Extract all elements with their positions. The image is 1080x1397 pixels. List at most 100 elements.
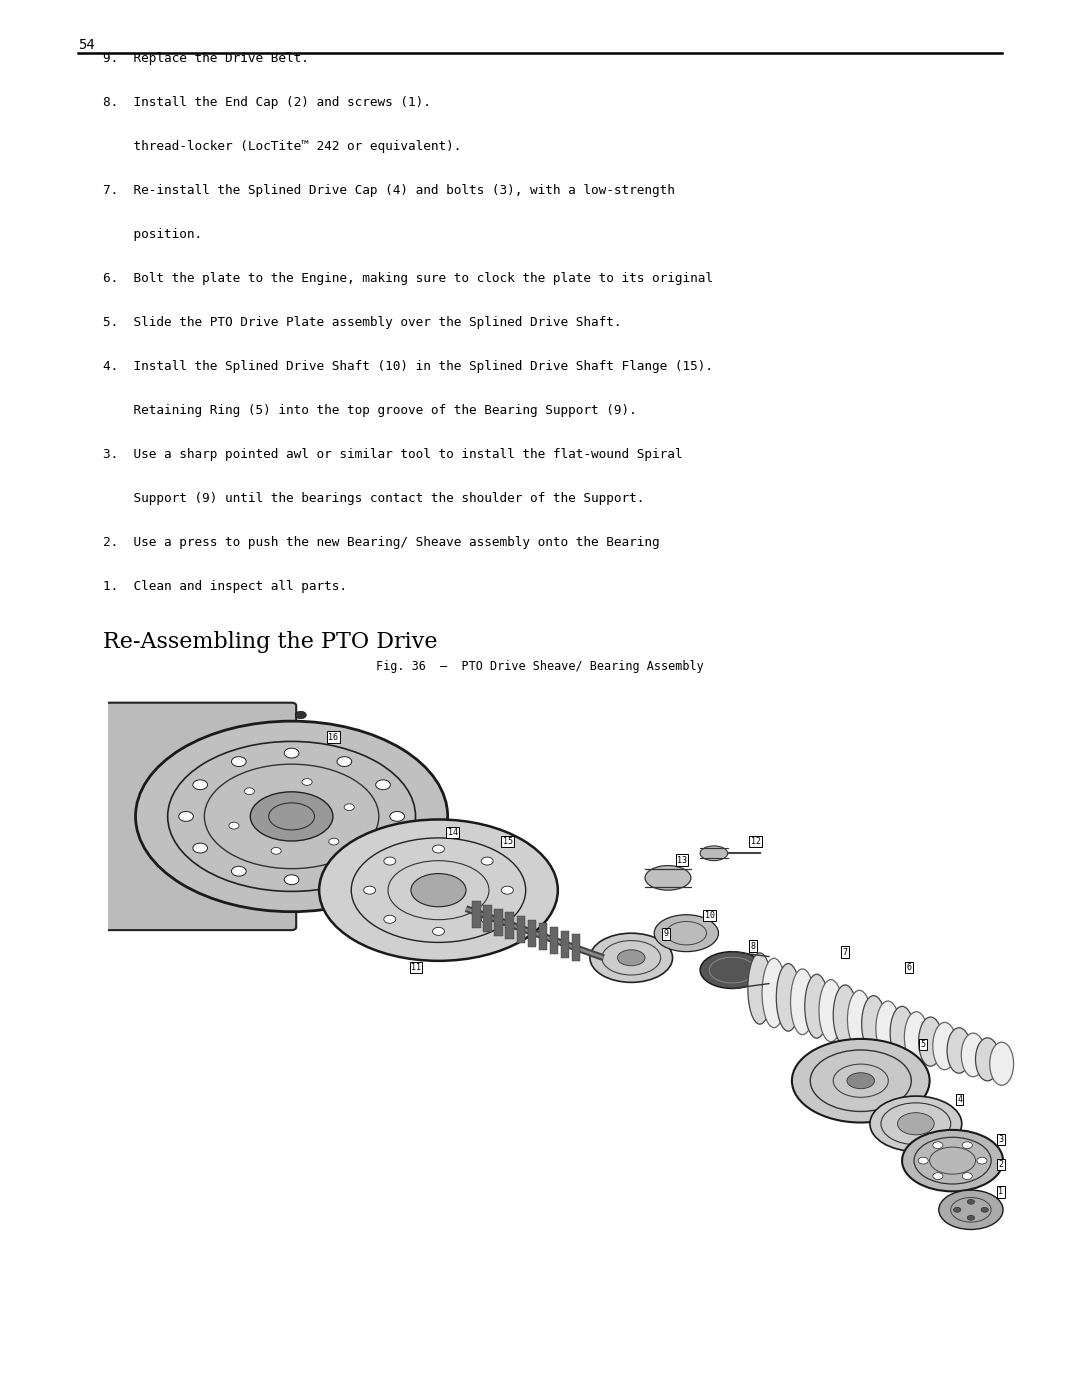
Ellipse shape xyxy=(777,964,800,1031)
Text: Re-Assembling the PTO Drive: Re-Assembling the PTO Drive xyxy=(103,631,437,654)
Text: 14: 14 xyxy=(447,828,458,837)
Ellipse shape xyxy=(805,974,828,1038)
Text: Retaining Ring (5) into the top groove of the Bearing Support (9).: Retaining Ring (5) into the top groove o… xyxy=(103,404,636,416)
Circle shape xyxy=(954,1207,961,1213)
Text: 6.  Bolt the plate to the Engine, making sure to clock the plate to its original: 6. Bolt the plate to the Engine, making … xyxy=(103,271,713,285)
Ellipse shape xyxy=(876,1002,900,1056)
Ellipse shape xyxy=(791,970,814,1035)
Circle shape xyxy=(482,856,494,865)
Ellipse shape xyxy=(819,979,842,1042)
Circle shape xyxy=(295,711,307,718)
Ellipse shape xyxy=(848,990,872,1049)
Circle shape xyxy=(328,838,339,845)
Circle shape xyxy=(345,803,354,810)
Bar xyxy=(472,901,481,928)
Circle shape xyxy=(284,749,299,759)
Text: thread-locker (LocTite™ 242 or equivalent).: thread-locker (LocTite™ 242 or equivalen… xyxy=(103,140,461,152)
Text: 8.  Install the End Cap (2) and screws (1).: 8. Install the End Cap (2) and screws (1… xyxy=(103,96,431,109)
Circle shape xyxy=(271,848,281,854)
Circle shape xyxy=(968,1200,974,1204)
Circle shape xyxy=(337,866,352,876)
Circle shape xyxy=(977,1157,987,1164)
Circle shape xyxy=(933,1141,943,1148)
Ellipse shape xyxy=(792,1039,930,1123)
Ellipse shape xyxy=(933,1023,957,1070)
Ellipse shape xyxy=(700,951,765,989)
Ellipse shape xyxy=(862,996,886,1052)
Ellipse shape xyxy=(890,1006,914,1059)
Ellipse shape xyxy=(251,792,333,841)
Ellipse shape xyxy=(654,915,718,951)
Circle shape xyxy=(962,1172,972,1179)
Text: 15: 15 xyxy=(503,837,513,847)
Ellipse shape xyxy=(320,820,558,961)
Ellipse shape xyxy=(834,985,858,1045)
Circle shape xyxy=(229,823,239,828)
Ellipse shape xyxy=(700,847,728,861)
Circle shape xyxy=(284,875,299,884)
Ellipse shape xyxy=(897,1112,934,1134)
Text: 3: 3 xyxy=(998,1136,1003,1144)
Bar xyxy=(527,919,536,947)
Text: Support (9) until the bearings contact the shoulder of the Support.: Support (9) until the bearings contact t… xyxy=(103,492,644,504)
Circle shape xyxy=(432,928,445,936)
Text: 2: 2 xyxy=(998,1160,1003,1169)
Circle shape xyxy=(302,778,312,785)
Text: 13: 13 xyxy=(677,855,687,865)
Circle shape xyxy=(482,915,494,923)
Circle shape xyxy=(337,757,352,767)
Circle shape xyxy=(178,812,193,821)
Ellipse shape xyxy=(870,1097,961,1151)
Circle shape xyxy=(244,788,255,795)
Bar xyxy=(550,928,557,954)
Ellipse shape xyxy=(939,1190,1003,1229)
Circle shape xyxy=(968,1215,974,1220)
Text: Fig. 36  —  PTO Drive Sheave/ Bearing Assembly: Fig. 36 — PTO Drive Sheave/ Bearing Asse… xyxy=(376,659,704,673)
Text: 1: 1 xyxy=(998,1187,1003,1196)
Text: 4.  Install the Splined Drive Shaft (10) in the Splined Drive Shaft Flange (15).: 4. Install the Splined Drive Shaft (10) … xyxy=(103,360,713,373)
Circle shape xyxy=(231,757,246,767)
Circle shape xyxy=(231,866,246,876)
Bar xyxy=(571,935,580,961)
Circle shape xyxy=(933,1172,943,1179)
Text: 12: 12 xyxy=(751,837,760,847)
Text: 10: 10 xyxy=(704,911,715,919)
Circle shape xyxy=(981,1207,988,1213)
Ellipse shape xyxy=(919,1017,943,1066)
Ellipse shape xyxy=(410,873,467,907)
Text: 1.  Clean and inspect all parts.: 1. Clean and inspect all parts. xyxy=(103,580,347,592)
Ellipse shape xyxy=(590,933,673,982)
Text: 16: 16 xyxy=(328,732,338,742)
Circle shape xyxy=(193,780,207,789)
Circle shape xyxy=(962,1141,972,1148)
Text: 2.  Use a press to push the new Bearing/ Sheave assembly onto the Bearing: 2. Use a press to push the new Bearing/ … xyxy=(103,536,659,549)
Text: 8: 8 xyxy=(751,942,756,950)
Circle shape xyxy=(918,1157,928,1164)
Circle shape xyxy=(364,886,376,894)
Ellipse shape xyxy=(762,958,786,1028)
Text: 5: 5 xyxy=(920,1039,926,1049)
Ellipse shape xyxy=(904,1011,928,1063)
Text: position.: position. xyxy=(103,228,202,240)
Circle shape xyxy=(383,856,395,865)
Text: 4: 4 xyxy=(957,1095,962,1104)
Text: 9.  Replace the Drive Belt.: 9. Replace the Drive Belt. xyxy=(103,52,309,64)
Text: 9: 9 xyxy=(663,929,669,939)
Circle shape xyxy=(383,915,395,923)
Text: 3.  Use a sharp pointed awl or similar tool to install the flat-wound Spiral: 3. Use a sharp pointed awl or similar to… xyxy=(103,447,683,461)
Ellipse shape xyxy=(947,1028,971,1073)
Ellipse shape xyxy=(747,953,772,1024)
Ellipse shape xyxy=(847,1073,875,1088)
Text: 54: 54 xyxy=(78,38,95,52)
Text: 7: 7 xyxy=(842,947,848,957)
FancyBboxPatch shape xyxy=(104,703,296,930)
Circle shape xyxy=(390,812,405,821)
Text: 5.  Slide the PTO Drive Plate assembly over the Splined Drive Shaft.: 5. Slide the PTO Drive Plate assembly ov… xyxy=(103,316,621,328)
Circle shape xyxy=(432,845,445,854)
Circle shape xyxy=(376,844,390,854)
Text: 6: 6 xyxy=(907,963,912,972)
Bar xyxy=(516,916,525,943)
Bar xyxy=(505,912,514,939)
Ellipse shape xyxy=(645,866,691,890)
Ellipse shape xyxy=(989,1042,1014,1085)
